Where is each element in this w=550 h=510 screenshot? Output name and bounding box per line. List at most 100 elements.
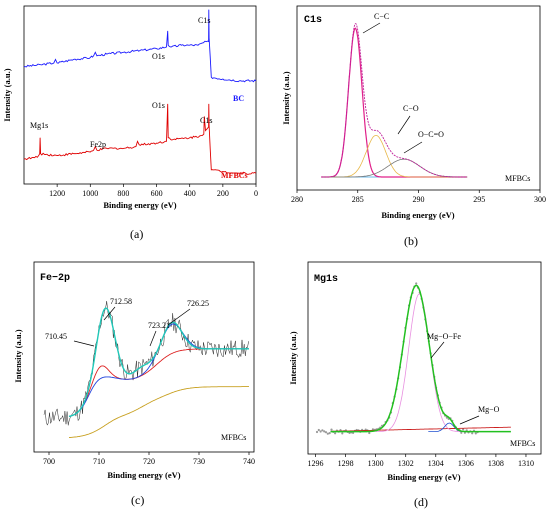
sample-label-c: MFBCs [221,433,246,442]
label-c1s-mfbcs: C1s [200,116,212,125]
x-tick-label: 730 [193,457,205,466]
x-tick-label: 1310 [518,459,534,468]
label-fe2p: Fe2p [90,140,106,149]
fit-envelope-curve [330,284,511,433]
peak-label-710-45: 710.45 [45,332,67,341]
arrow-mg-o [459,415,480,425]
x-tick-label: 300 [534,195,546,204]
sample-label-b: MFBCs [505,174,530,183]
raw-data-line [43,301,249,426]
background-curve [68,386,249,439]
panel-d-frame [307,261,542,455]
component-o-c-o-curve [321,158,468,178]
title-c1s: C1s [304,15,322,26]
raw-data-point [460,431,463,434]
x-tick-label: 1302 [398,459,414,468]
arrow-c-o [397,115,411,135]
x-tick-label: 1300 [368,459,384,468]
x-tick-label: 1298 [338,459,354,468]
y-axis-label-c: Intensity (a.u.) [13,329,23,382]
x-tick-label: 1000 [82,189,98,198]
series-bc-line [23,9,257,83]
label-o1s-bc: O1s [152,52,165,61]
x-tick-label: 200 [217,189,229,198]
arrow-712-58 [103,306,116,321]
series-mfbcs-line [23,103,257,176]
x-tick-label: 280 [291,195,303,204]
raw-data-point [465,429,468,432]
arrow-710-45 [73,340,95,347]
x-axis-label-d: Binding energy (eV) [387,472,460,482]
peak-label-723-21: 723.21 [148,321,170,330]
y-axis-label-a: Intensity (a.u.) [2,68,12,121]
arrow-c-c [362,22,381,34]
x-axis-label-c: Binding energy (eV) [107,470,180,480]
peak-label-712-58: 712.58 [110,297,132,306]
arrow-mg-o-fe [430,341,445,359]
baseline-curve [330,426,511,432]
peak-label-726-25: 726.25 [187,299,209,308]
x-tick-label: 0 [254,189,258,198]
x-tick-label: 1308 [488,459,504,468]
x-axis-label-a: Binding energy (eV) [103,200,176,210]
legend-mfbcs: MFBCs [221,171,248,180]
raw-data-point [324,431,328,434]
raw-data-point [334,432,337,435]
panel-label-b: (b) [404,234,418,248]
panel-a-frame [23,5,257,185]
title-fe2p: Fe−2p [40,273,70,284]
label-o1s-mfbcs: O1s [152,101,165,110]
panel-c-fe2p: 700 710 720 730 740 Fe−2p 710.45 712.58 723.… [13,261,255,507]
panel-d-mg1s: 1296 1298 1300 1302 1304 1306 1308 1310 Mg1s Mg… [288,261,542,509]
raw-data-point [330,428,333,431]
peak-label-mg-o: Mg−O [478,405,500,414]
raw-data-point [415,282,418,285]
x-tick-label: 1200 [49,189,65,198]
component-mg-o-fe-curve [375,293,466,432]
arrow-726-25 [167,308,191,326]
x-tick-label: 290 [413,195,425,204]
peak-label-mg-o-fe: Mg−O−Fe [427,332,461,341]
arrow-723-21 [149,330,157,347]
panel-b-c1s: 280 285 290 295 300 C1s C−C C−O O−C=O MFBCs … [281,5,546,248]
raw-data-point [471,432,474,435]
legend-bc: BC [233,94,244,103]
raw-data-point [368,431,371,435]
fit-envelope-curve [68,307,249,418]
raw-data-point [326,432,329,435]
x-tick-label: 700 [43,457,55,466]
raw-data-point [328,432,331,435]
label-c1s-bc: C1s [198,16,210,25]
raw-data-point [317,428,320,432]
peak-label-c-c: C−C [374,12,389,21]
component-c-o-curve [321,135,468,178]
peak-label-c-o: C−O [403,104,419,113]
x-tick-label: 740 [243,457,255,466]
panel-label-d: (d) [414,495,428,509]
raw-data-point [341,432,344,435]
x-tick-label: 285 [352,195,364,204]
peak-label-o-c-o: O−C=O [418,130,444,139]
sample-label-d: MFBCs [510,439,535,448]
panel-b-frame [296,5,541,191]
x-tick-label: 1296 [308,459,324,468]
raw-data-point [315,430,319,434]
x-tick-label: 295 [473,195,485,204]
x-tick-label: 720 [143,457,155,466]
raw-data-point [319,430,322,433]
component-723-curve [68,323,249,417]
x-tick-label: 600 [151,189,163,198]
y-axis-label-b: Intensity (a.u.) [281,71,291,124]
x-tick-label: 1304 [428,459,444,468]
panel-a-survey: 1200 1000 800 600 400 200 0 O1s C1s O1s C1s Mg… [2,5,258,241]
label-mg1s: Mg1s [30,121,48,130]
x-axis-label-b: Binding energy (eV) [381,210,454,220]
raw-data-point [474,432,477,435]
x-tick-label: 710 [93,457,105,466]
x-tick-label: 800 [117,189,129,198]
x-tick-label: 1306 [458,459,474,468]
envelope-curve [321,23,468,178]
y-axis-label-d: Intensity (a.u.) [288,331,298,384]
panel-c-frame [33,261,255,453]
